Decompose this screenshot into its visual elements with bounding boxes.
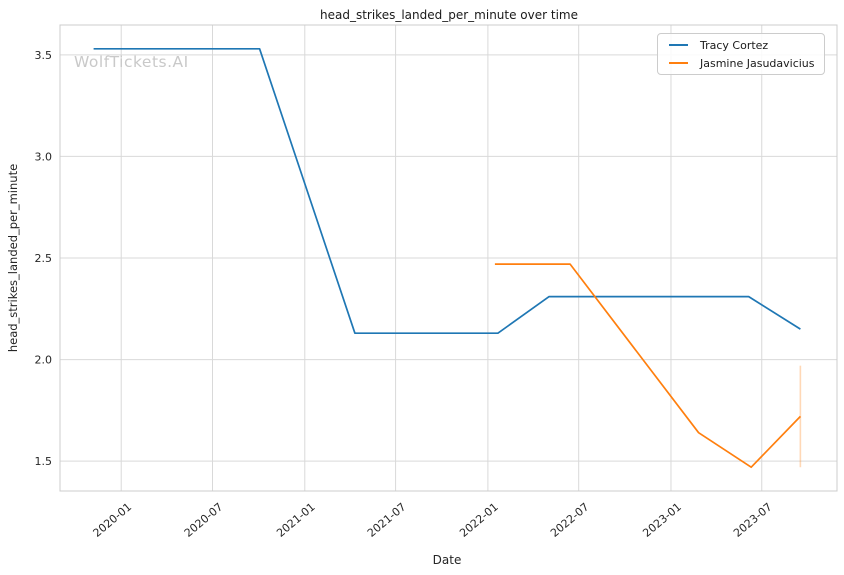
x-tick-label: 2023-07 [731,500,775,540]
x-tick-label: 2023-01 [640,500,684,540]
plot-border [59,24,838,492]
x-axis-label: Date [433,553,462,567]
y-tick-labels: 1.5 2.0 2.5 3.0 3.5 [35,49,53,468]
series-line [494,263,802,469]
legend-item: Tracy Cortez [666,36,816,54]
y-tick-label: 2.0 [35,354,53,367]
y-tick-label: 1.5 [35,455,53,468]
x-tick-label: 2021-01 [274,500,318,540]
x-tick-label: 2021-07 [365,500,409,540]
legend-label: Tracy Cortez [700,38,769,52]
y-tick-label: 2.5 [35,252,53,265]
series-lines [93,47,802,469]
chart-title: head_strikes_landed_per_minute over time [320,8,578,22]
legend-item: Jasmine Jasudavicius [666,54,816,72]
legend-label: Jasmine Jasudavicius [700,56,815,70]
x-tick-label: 2020-07 [182,500,226,540]
y-axis-label: head_strikes_landed_per_minute [6,164,20,352]
watermark: WolfTickets.AI [74,53,189,71]
x-tick-labels: 2020-01 2020-07 2021-01 2021-07 2022-01 2022-… [91,500,775,540]
x-tick-label: 2020-01 [91,500,135,540]
legend: Tracy Cortez Jasmine Jasudavicius [657,33,825,75]
x-tick-label: 2022-01 [457,500,501,540]
legend-line-swatch [669,44,688,46]
x-tick-label: 2022-07 [548,500,592,540]
series-line [93,47,801,335]
y-tick-label: 3.5 [35,49,53,62]
gridlines [60,25,837,491]
y-tick-label: 3.0 [35,150,53,163]
legend-line-swatch [669,62,688,64]
